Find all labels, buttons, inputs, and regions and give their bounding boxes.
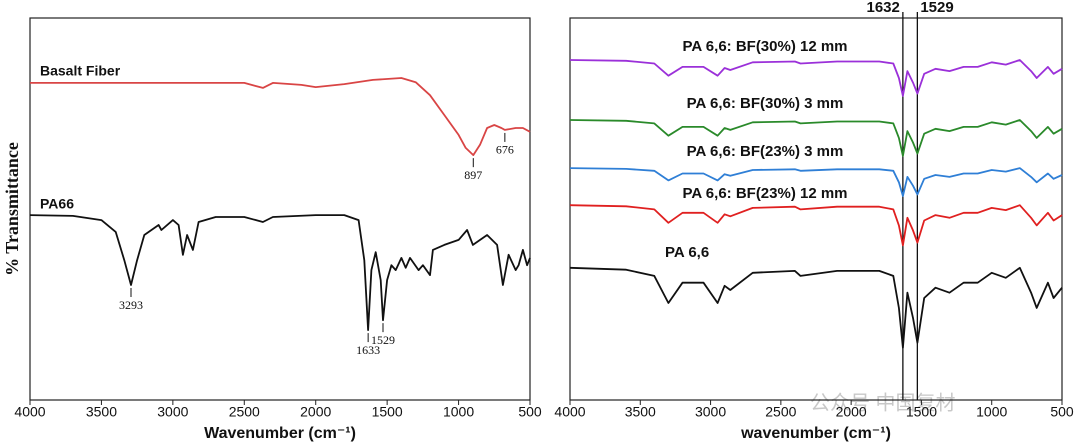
x-tick-label: 4000: [554, 404, 585, 420]
peak-label: 3293: [119, 298, 143, 312]
spectrum-line: [569, 204, 1063, 247]
reference-label: 1529: [920, 0, 953, 16]
x-tick-label: 2000: [836, 404, 867, 420]
series-label: Basalt Fiber: [40, 63, 121, 79]
peak-label: 676: [496, 143, 514, 157]
series-label: PA 6,6: BF(23%) 12 mm: [682, 185, 847, 202]
series-label: PA 6,6: BF(30%) 3 mm: [687, 95, 844, 112]
x-tick-label: 4000: [14, 404, 45, 420]
x-tick-label: 2500: [765, 404, 796, 420]
peak-label: 897: [464, 168, 482, 182]
series-label: PA66: [40, 196, 74, 212]
spectrum-line: [569, 119, 1063, 157]
x-tick-label: 3500: [625, 404, 656, 420]
x-tick-label: 500: [518, 404, 542, 420]
x-tick-label: 1500: [372, 404, 403, 420]
plot-frame: [569, 17, 1063, 401]
peak-label: 1633: [356, 343, 380, 357]
x-tick-label: 2000: [300, 404, 331, 420]
spectrum-line: [569, 167, 1063, 197]
x-tick-label: 3000: [157, 404, 188, 420]
x-tick-label: 500: [1050, 404, 1074, 420]
x-axis-title: wavenumber (cm⁻¹): [740, 425, 891, 442]
spectrum-line: [29, 214, 531, 331]
reference-label: 1632: [866, 0, 899, 16]
spectrum-line: [569, 59, 1063, 97]
x-tick-label: 2500: [229, 404, 260, 420]
x-axis-title: Wavenumber (cm⁻¹): [204, 425, 356, 442]
series-label: PA 6,6: BF(30%) 12 mm: [682, 38, 847, 55]
y-axis-title: % Transmittance: [2, 142, 22, 276]
watermark: 公众号 中国复材: [810, 391, 956, 414]
x-tick-label: 1000: [443, 404, 474, 420]
x-tick-label: 1000: [976, 404, 1007, 420]
x-tick-label: 1500: [906, 404, 937, 420]
series-label: PA 6,6: [665, 244, 709, 261]
peak-label: 1529: [371, 333, 395, 347]
x-tick-label: 3000: [695, 404, 726, 420]
spectrum-line: [30, 77, 531, 156]
plot-frame: [29, 17, 531, 401]
spectrum-line: [569, 266, 1063, 349]
series-label: PA 6,6: BF(23%) 3 mm: [687, 143, 844, 160]
x-tick-label: 3500: [86, 404, 117, 420]
